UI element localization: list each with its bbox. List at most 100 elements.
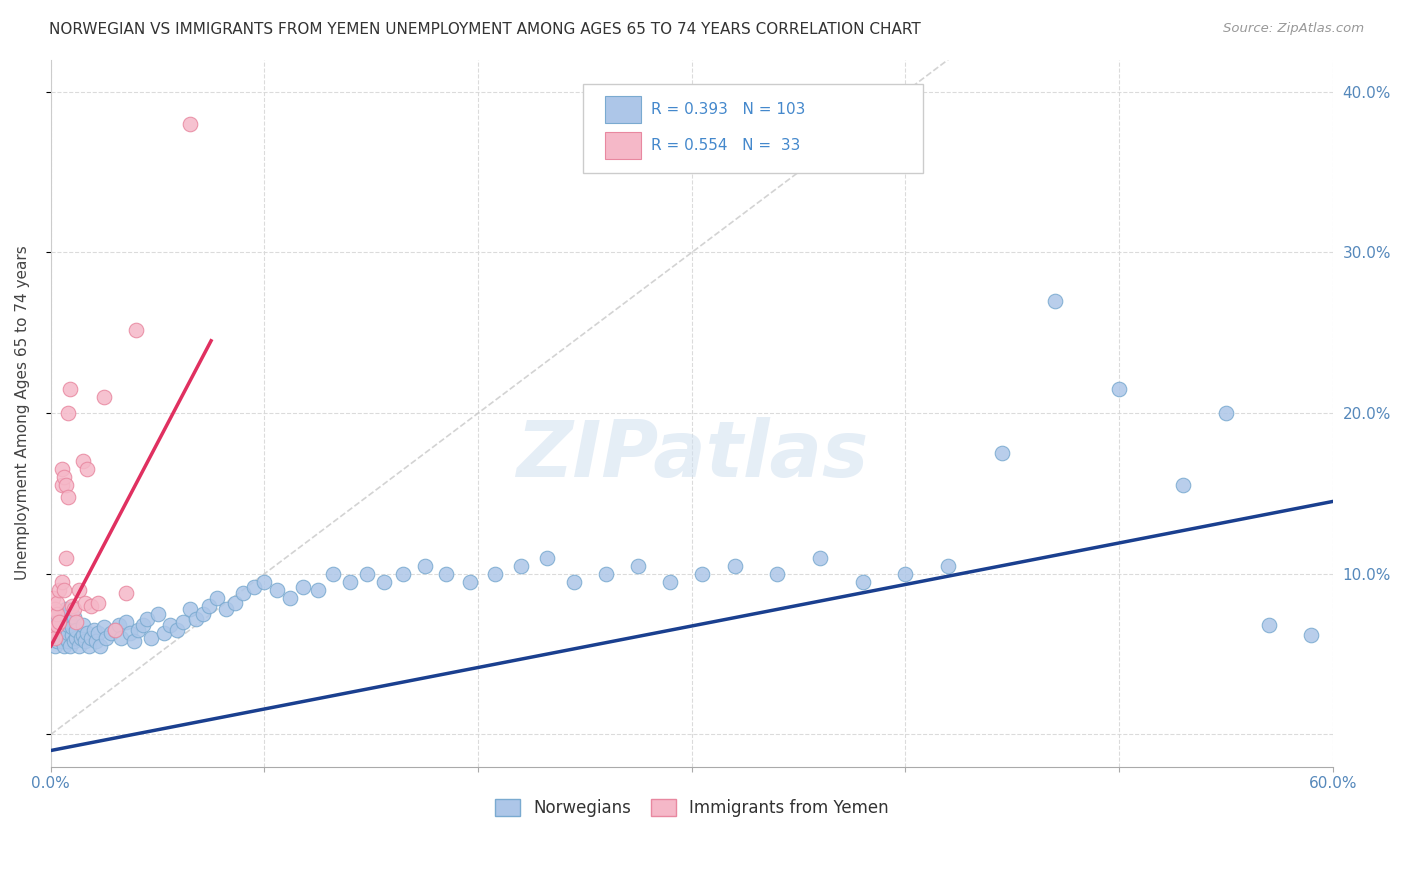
Point (42, 631, 65, 645)
Point (42, 623, 65, 637)
Text: R = 0.554   N =  33: R = 0.554 N = 33 (651, 137, 800, 153)
Point (894, 566, 917, 581)
Point (1043, 293, 1066, 308)
Point (51, 574, 73, 589)
Point (48, 607, 70, 621)
Point (852, 574, 875, 589)
Point (56, 618, 79, 632)
Point (56, 634, 79, 648)
Point (1257, 618, 1279, 632)
Point (76, 626, 98, 640)
Point (46, 634, 69, 648)
Point (224, 596, 246, 610)
Legend: Norwegians, Immigrants from Yemen: Norwegians, Immigrants from Yemen (486, 790, 897, 825)
Point (59, 382, 82, 396)
Point (146, 607, 169, 621)
Point (46, 618, 69, 632)
Point (73, 596, 96, 610)
Point (1301, 628, 1323, 642)
Text: NORWEGIAN VS IMMIGRANTS FROM YEMEN UNEMPLOYMENT AMONG AGES 65 TO 74 YEARS CORREL: NORWEGIAN VS IMMIGRANTS FROM YEMEN UNEMP… (49, 22, 921, 37)
Point (44, 602, 66, 616)
Point (51, 462, 73, 476)
Point (44, 631, 66, 645)
Point (198, 599, 221, 613)
Point (55, 478, 77, 492)
Point (51, 626, 73, 640)
Text: R = 0.393   N = 103: R = 0.393 N = 103 (651, 103, 806, 117)
Point (55, 623, 77, 637)
Point (509, 558, 531, 573)
Point (191, 607, 214, 621)
Point (46, 607, 69, 621)
Point (42, 591, 65, 605)
Point (243, 580, 266, 594)
Point (93, 390, 115, 404)
Point (184, 612, 207, 626)
Point (51, 628, 73, 642)
Bar (605, 132, 641, 159)
Point (253, 574, 276, 589)
Point (990, 446, 1012, 460)
Point (73, 634, 96, 648)
Point (76, 462, 98, 476)
Point (179, 117, 201, 131)
Point (80, 599, 103, 613)
Point (63, 634, 86, 648)
Point (723, 558, 745, 573)
Text: ZIPatlas: ZIPatlas (516, 417, 868, 493)
Point (67, 582, 90, 597)
Point (55, 631, 77, 645)
Point (179, 602, 201, 616)
Point (51, 478, 73, 492)
Point (65, 615, 87, 629)
Point (72, 618, 94, 632)
Point (153, 626, 176, 640)
Point (52, 470, 75, 484)
Point (89, 639, 111, 653)
Point (484, 566, 506, 581)
Point (48, 631, 70, 645)
Point (766, 566, 789, 581)
Point (166, 623, 188, 637)
Point (51, 634, 73, 648)
Point (110, 631, 132, 645)
Point (627, 558, 650, 573)
Point (84, 634, 107, 648)
Point (108, 618, 131, 632)
Point (278, 591, 301, 605)
FancyBboxPatch shape (583, 85, 922, 173)
Point (48, 615, 70, 629)
Point (48, 618, 70, 632)
Point (936, 558, 959, 573)
Point (59, 615, 82, 629)
Point (96, 631, 118, 645)
Point (59, 639, 82, 653)
Point (458, 574, 481, 589)
Point (118, 626, 141, 640)
Point (55, 550, 77, 565)
Point (413, 558, 436, 573)
Point (322, 566, 344, 581)
Point (63, 602, 86, 616)
Point (100, 626, 122, 640)
Point (46, 596, 69, 610)
Point (1173, 478, 1195, 492)
Point (55, 602, 77, 616)
Point (125, 322, 148, 336)
Point (104, 623, 127, 637)
Point (56, 406, 79, 420)
Point (79, 639, 101, 653)
Point (207, 591, 229, 605)
Point (122, 634, 145, 648)
Point (80, 631, 103, 645)
Point (67, 639, 90, 653)
Point (60, 628, 83, 642)
Point (159, 618, 181, 632)
Point (141, 631, 163, 645)
Point (60, 599, 83, 613)
Point (131, 618, 153, 632)
Point (1215, 406, 1237, 420)
Y-axis label: Unemployment Among Ages 65 to 74 years: Unemployment Among Ages 65 to 74 years (15, 245, 30, 581)
Point (56, 626, 79, 640)
Point (1108, 382, 1130, 396)
